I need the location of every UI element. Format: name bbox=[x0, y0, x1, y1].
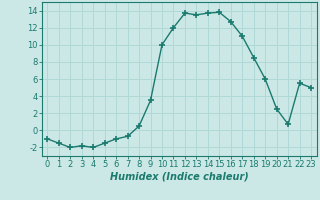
X-axis label: Humidex (Indice chaleur): Humidex (Indice chaleur) bbox=[110, 172, 249, 182]
